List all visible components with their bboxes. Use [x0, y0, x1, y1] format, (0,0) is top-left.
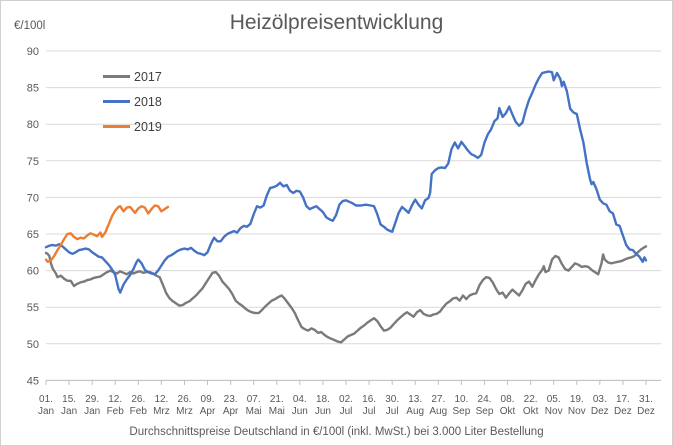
- x-tick-label-day: 09.: [201, 394, 215, 405]
- x-tick-label-month: Aug: [429, 406, 447, 417]
- x-tick-label-month: Okt: [523, 406, 539, 417]
- chart-title: Heizölpreisentwicklung: [229, 11, 444, 34]
- y-axis-unit-label: €/100l: [14, 20, 46, 32]
- x-tick-label-day: 15.: [62, 394, 76, 405]
- legend-label-2018: 2018: [134, 94, 162, 109]
- legend-label-2017: 2017: [134, 69, 162, 84]
- x-tick-label-month: Jun: [315, 406, 331, 417]
- x-tick-label-month: Mai: [246, 406, 262, 417]
- x-tick-label-month: Okt: [500, 406, 516, 417]
- x-tick-label-day: 08.: [501, 394, 515, 405]
- y-tick-label: 60: [27, 266, 39, 278]
- x-tick-label-day: 05.: [547, 394, 561, 405]
- y-tick-label: 80: [27, 119, 39, 131]
- x-tick-label-day: 23.: [224, 394, 238, 405]
- y-tick-label: 50: [27, 339, 39, 351]
- x-tick-label-month: Jan: [61, 406, 77, 417]
- x-tick-label-month: Dez: [637, 406, 655, 417]
- series-line-2018: [44, 70, 648, 294]
- x-tick-label-day: 01.: [39, 394, 53, 405]
- x-tick-label-month: Dez: [591, 406, 609, 417]
- x-tick-label-month: Mrz: [153, 406, 170, 417]
- legend: 2017 2018 2019: [103, 64, 162, 139]
- x-tick-label-day: 27.: [431, 394, 445, 405]
- x-tick-label-month: Apr: [200, 406, 216, 417]
- legend-line-swatch-2018: [103, 100, 130, 103]
- x-tick-label-month: Jul: [363, 406, 376, 417]
- x-tick-label-month: Jul: [340, 406, 353, 417]
- x-tick-label-day: 21.: [270, 394, 284, 405]
- x-tick-label-month: Nov: [568, 406, 586, 417]
- x-tick-label-month: Mrz: [176, 406, 193, 417]
- y-tick-label: 55: [27, 302, 39, 314]
- y-tick-label: 85: [27, 83, 39, 95]
- x-tick-label-month: Feb: [107, 406, 125, 417]
- x-tick-label-month: Aug: [406, 406, 424, 417]
- legend-item-2018: 2018: [103, 89, 162, 114]
- legend-line-swatch-2017: [103, 75, 130, 78]
- x-tick-label-day: 24.: [478, 394, 492, 405]
- x-tick-label-day: 12.: [154, 394, 168, 405]
- x-tick-label-day: 18.: [316, 394, 330, 405]
- x-tick-label-month: Nov: [545, 406, 563, 417]
- legend-line-swatch-2019: [103, 125, 130, 128]
- y-tick-label: 70: [27, 192, 39, 204]
- y-tick-label: 90: [27, 46, 39, 58]
- x-tick-label-day: 26.: [178, 394, 192, 405]
- x-tick-label-day: 10.: [454, 394, 468, 405]
- legend-item-2017: 2017: [103, 64, 162, 89]
- x-tick-label-month: Apr: [223, 406, 239, 417]
- x-tick-label-day: 16.: [362, 394, 376, 405]
- x-tick-label-month: Sep: [476, 406, 494, 417]
- chart-caption: Durchschnittspreise Deutschland in €/100…: [129, 426, 544, 438]
- x-tick-label-day: 30.: [385, 394, 399, 405]
- x-tick-label-day: 31.: [639, 394, 653, 405]
- x-tick-label-day: 26.: [131, 394, 145, 405]
- y-tick-label: 45: [27, 375, 39, 387]
- y-tick-label: 75: [27, 156, 39, 168]
- x-tick-label-day: 22.: [524, 394, 538, 405]
- series-line-2019: [44, 204, 170, 263]
- series-line-2017: [44, 245, 648, 344]
- x-tick-label-month: Sep: [453, 406, 471, 417]
- x-tick-label-day: 12.: [108, 394, 122, 405]
- x-tick-label-month: Jul: [386, 406, 399, 417]
- legend-item-2019: 2019: [103, 114, 162, 139]
- x-tick-label-day: 04.: [293, 394, 307, 405]
- x-tick-label-month: Feb: [130, 406, 148, 417]
- x-tick-label-day: 07.: [247, 394, 261, 405]
- x-tick-label-month: Mai: [269, 406, 285, 417]
- x-tick-label-day: 29.: [85, 394, 99, 405]
- legend-label-2019: 2019: [134, 119, 162, 134]
- y-tick-label: 65: [27, 229, 39, 241]
- x-tick-label-day: 02.: [339, 394, 353, 405]
- x-tick-label-month: Jun: [292, 406, 308, 417]
- x-tick-label-day: 19.: [570, 394, 584, 405]
- x-tick-label-month: Jan: [84, 406, 100, 417]
- x-tick-label-day: 03.: [593, 394, 607, 405]
- x-tick-label-month: Jan: [38, 406, 54, 417]
- x-tick-label-day: 17.: [616, 394, 630, 405]
- x-tick-label-month: Dez: [614, 406, 632, 417]
- x-tick-label-day: 13.: [408, 394, 422, 405]
